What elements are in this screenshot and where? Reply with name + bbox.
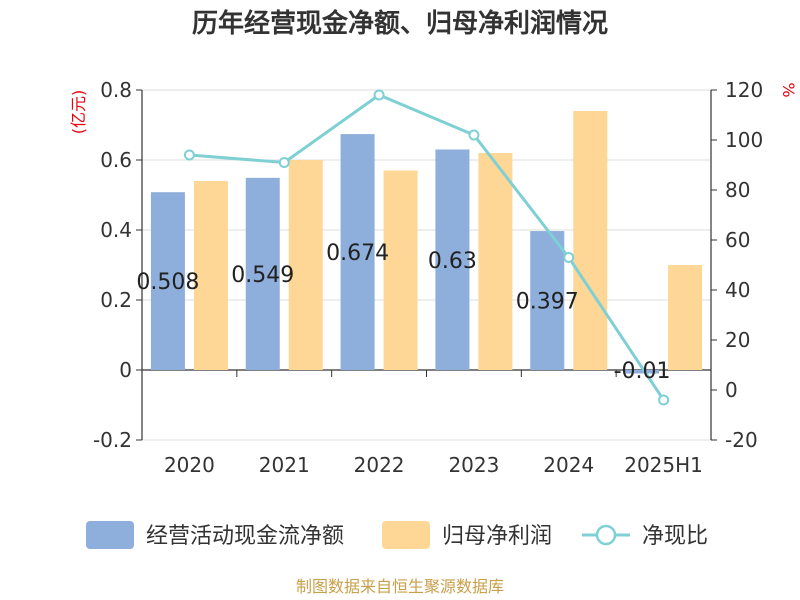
right-tick-label: 40 — [725, 278, 750, 302]
legend-label-ratio: 净现比 — [642, 524, 708, 549]
bar-net-profit — [668, 265, 703, 370]
ratio-point — [468, 129, 480, 141]
bar-net-profit — [478, 153, 513, 370]
ratio-point — [563, 252, 575, 263]
data-labels: 0.508 0.549 0.674 0.63 0.397 -0.01 — [136, 241, 670, 384]
right-tick-label: 60 — [725, 228, 750, 252]
bar-net-profit — [193, 181, 228, 370]
data-label-cashflow: 0.549 — [231, 263, 294, 288]
data-label-cashflow: 0.674 — [326, 241, 389, 266]
left-axis-ticks: -0.2 0 0.2 0.4 0.6 0.8 — [93, 78, 142, 452]
data-label-cashflow: -0.01 — [614, 359, 671, 384]
x-tick-label: 2022 — [354, 453, 405, 477]
legend-swatch-cashflow — [86, 521, 134, 549]
bar-cashflow — [625, 370, 660, 374]
left-tick-label: 0.8 — [100, 78, 132, 102]
x-tick-label: 2021 — [259, 453, 310, 477]
legend-swatch-net-profit — [382, 521, 430, 549]
right-tick-label: 100 — [725, 128, 763, 152]
source-note: 制图数据来自恒生聚源数据库 — [296, 577, 504, 596]
left-tick-label: 0 — [119, 358, 132, 382]
bar-cashflow — [245, 177, 280, 370]
right-tick-label: 80 — [725, 178, 750, 202]
right-tick-label: 120 — [725, 78, 763, 102]
right-axis-ticks: -20 0 20 40 60 80 100 120 — [711, 78, 763, 452]
ratio-line-path — [189, 93, 665, 401]
x-tick-label: 2025H1 — [624, 453, 703, 477]
bar-net-profit — [288, 160, 323, 370]
left-axis-unit: (亿元) — [69, 90, 88, 135]
bar-cashflow — [530, 231, 565, 370]
ratio-line — [183, 89, 670, 406]
ratio-point — [278, 157, 290, 168]
legend-marker-ratio — [595, 524, 617, 546]
data-label-cashflow: 0.508 — [136, 270, 199, 295]
x-axis-ticks: 2020 2021 2022 2023 2024 2025H1 — [164, 370, 703, 477]
chart-title: 历年经营现金净额、归母净利润情况 — [192, 8, 608, 39]
right-tick-label: -20 — [725, 428, 758, 452]
legend: 经营活动现金流净额 归母净利润 净现比 — [86, 521, 708, 549]
legend-label-cashflow: 经营活动现金流净额 — [146, 524, 344, 549]
bar-cashflow — [435, 149, 470, 370]
x-tick-label: 2020 — [164, 453, 215, 477]
left-tick-label: 0.6 — [100, 148, 132, 172]
right-tick-label: 20 — [725, 328, 750, 352]
ratio-point — [658, 394, 670, 406]
ratio-point — [373, 89, 385, 101]
ratio-point — [183, 149, 195, 161]
bars — [150, 111, 703, 374]
data-label-cashflow: 0.397 — [516, 290, 579, 315]
right-axis-unit: % — [779, 82, 798, 97]
bar-net-profit — [383, 170, 418, 370]
left-tick-label: -0.2 — [93, 428, 132, 452]
bar-cashflow — [340, 134, 375, 370]
right-tick-label: 0 — [725, 378, 738, 402]
x-tick-label: 2024 — [543, 453, 594, 477]
bar-net-profit — [573, 111, 608, 370]
left-tick-label: 0.2 — [100, 288, 132, 312]
data-label-cashflow: 0.63 — [428, 249, 477, 274]
legend-label-net-profit: 归母净利润 — [442, 524, 552, 549]
x-tick-label: 2023 — [448, 453, 499, 477]
bar-cashflow — [150, 192, 185, 370]
left-tick-label: 0.4 — [100, 218, 132, 242]
